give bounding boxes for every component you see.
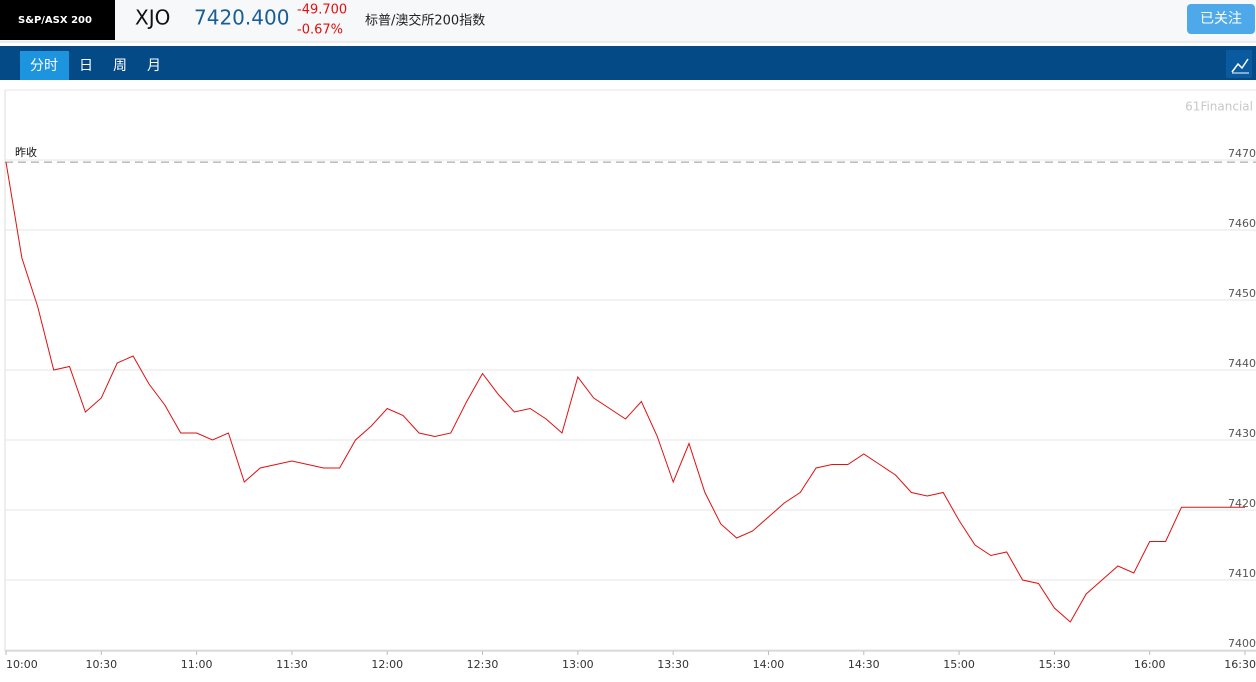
tab[interactable]: 日 (79, 58, 93, 74)
index-name: 标普/澳交所200指数 (365, 13, 485, 29)
tab-active-bg (20, 51, 69, 80)
change-pct: -0.67% (297, 23, 343, 38)
watermark: 61Financial (1185, 100, 1253, 114)
x-tick-label: 14:30 (848, 658, 880, 671)
symbol: XJO (135, 6, 170, 30)
y-tick-label: 7470 (1228, 147, 1256, 160)
x-tick-label: 14:00 (753, 658, 785, 671)
x-tick-label: 10:30 (85, 658, 117, 671)
x-tick-label: 10:00 (6, 658, 38, 671)
logo-box (0, 0, 115, 40)
x-tick-label: 15:30 (1039, 658, 1071, 671)
follow-button[interactable] (1187, 4, 1255, 34)
x-tick-label: 13:00 (562, 658, 594, 671)
y-tick-label: 7450 (1228, 287, 1256, 300)
x-tick-label: 12:30 (467, 658, 499, 671)
y-tick-label: 7430 (1228, 427, 1256, 440)
tab-bar (0, 46, 1256, 80)
prev-close-label: 昨收 (15, 145, 37, 159)
tab[interactable]: 分时 (30, 58, 58, 74)
price: 7420.400 (194, 6, 289, 30)
tab[interactable]: 周 (113, 58, 127, 74)
y-tick-label: 7400 (1228, 637, 1256, 650)
y-tick-label: 7420 (1228, 497, 1256, 510)
y-tick-label: 7460 (1228, 217, 1256, 230)
y-tick-label: 7410 (1228, 567, 1256, 580)
x-tick-label: 13:30 (657, 658, 689, 671)
chart-icon[interactable] (1231, 58, 1249, 73)
x-tick-label: 16:30 (1224, 658, 1256, 671)
x-tick-label: 11:30 (276, 658, 308, 671)
header-bar (0, 0, 1256, 42)
y-tick-label: 7440 (1228, 357, 1256, 370)
x-tick-label: 12:00 (371, 658, 403, 671)
logo: S&P/ASX 200 (18, 15, 92, 26)
x-tick-label: 15:00 (943, 658, 975, 671)
price-line (5, 162, 1245, 623)
x-tick-label: 16:00 (1134, 658, 1166, 671)
x-tick-label: 11:00 (181, 658, 213, 671)
change: -49.700 (297, 3, 347, 18)
tab[interactable]: 月 (147, 58, 161, 74)
follow-button-label[interactable]: 已关注 (1200, 11, 1242, 27)
